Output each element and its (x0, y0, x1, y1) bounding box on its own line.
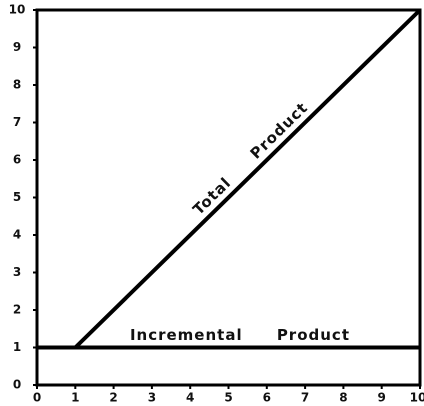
x-tick-label: 7 (301, 391, 309, 405)
x-tick-label: 8 (339, 391, 347, 405)
y-tick-label: 3 (13, 265, 21, 279)
x-tick-label: 0 (33, 391, 41, 405)
x-tick-label: 5 (224, 391, 232, 405)
y-tick-label: 9 (13, 40, 21, 54)
x-tick-label: 4 (186, 391, 194, 405)
x-tick-label: 2 (109, 391, 117, 405)
x-tick-label: 9 (378, 391, 386, 405)
x-tick-label: 6 (263, 391, 271, 405)
y-tick-label: 2 (13, 303, 21, 317)
y-tick-label: 7 (13, 115, 21, 129)
y-tick-label: 10 (9, 3, 26, 17)
line (73, 8, 422, 349)
y-tick-label: 5 (13, 190, 21, 204)
y-tick-label: 4 (13, 228, 21, 242)
line-label: Incremental Product (130, 326, 350, 344)
x-tick-label: 3 (148, 391, 156, 405)
y-tick-label: 8 (13, 78, 21, 92)
y-tick-label: 0 (13, 378, 21, 392)
x-tick-label: 10 (410, 391, 424, 405)
x-tick-label: 1 (71, 391, 79, 405)
y-tick-label: 6 (13, 153, 21, 167)
line-label: Total Product (189, 98, 311, 218)
y-tick-label: 1 (13, 340, 21, 354)
